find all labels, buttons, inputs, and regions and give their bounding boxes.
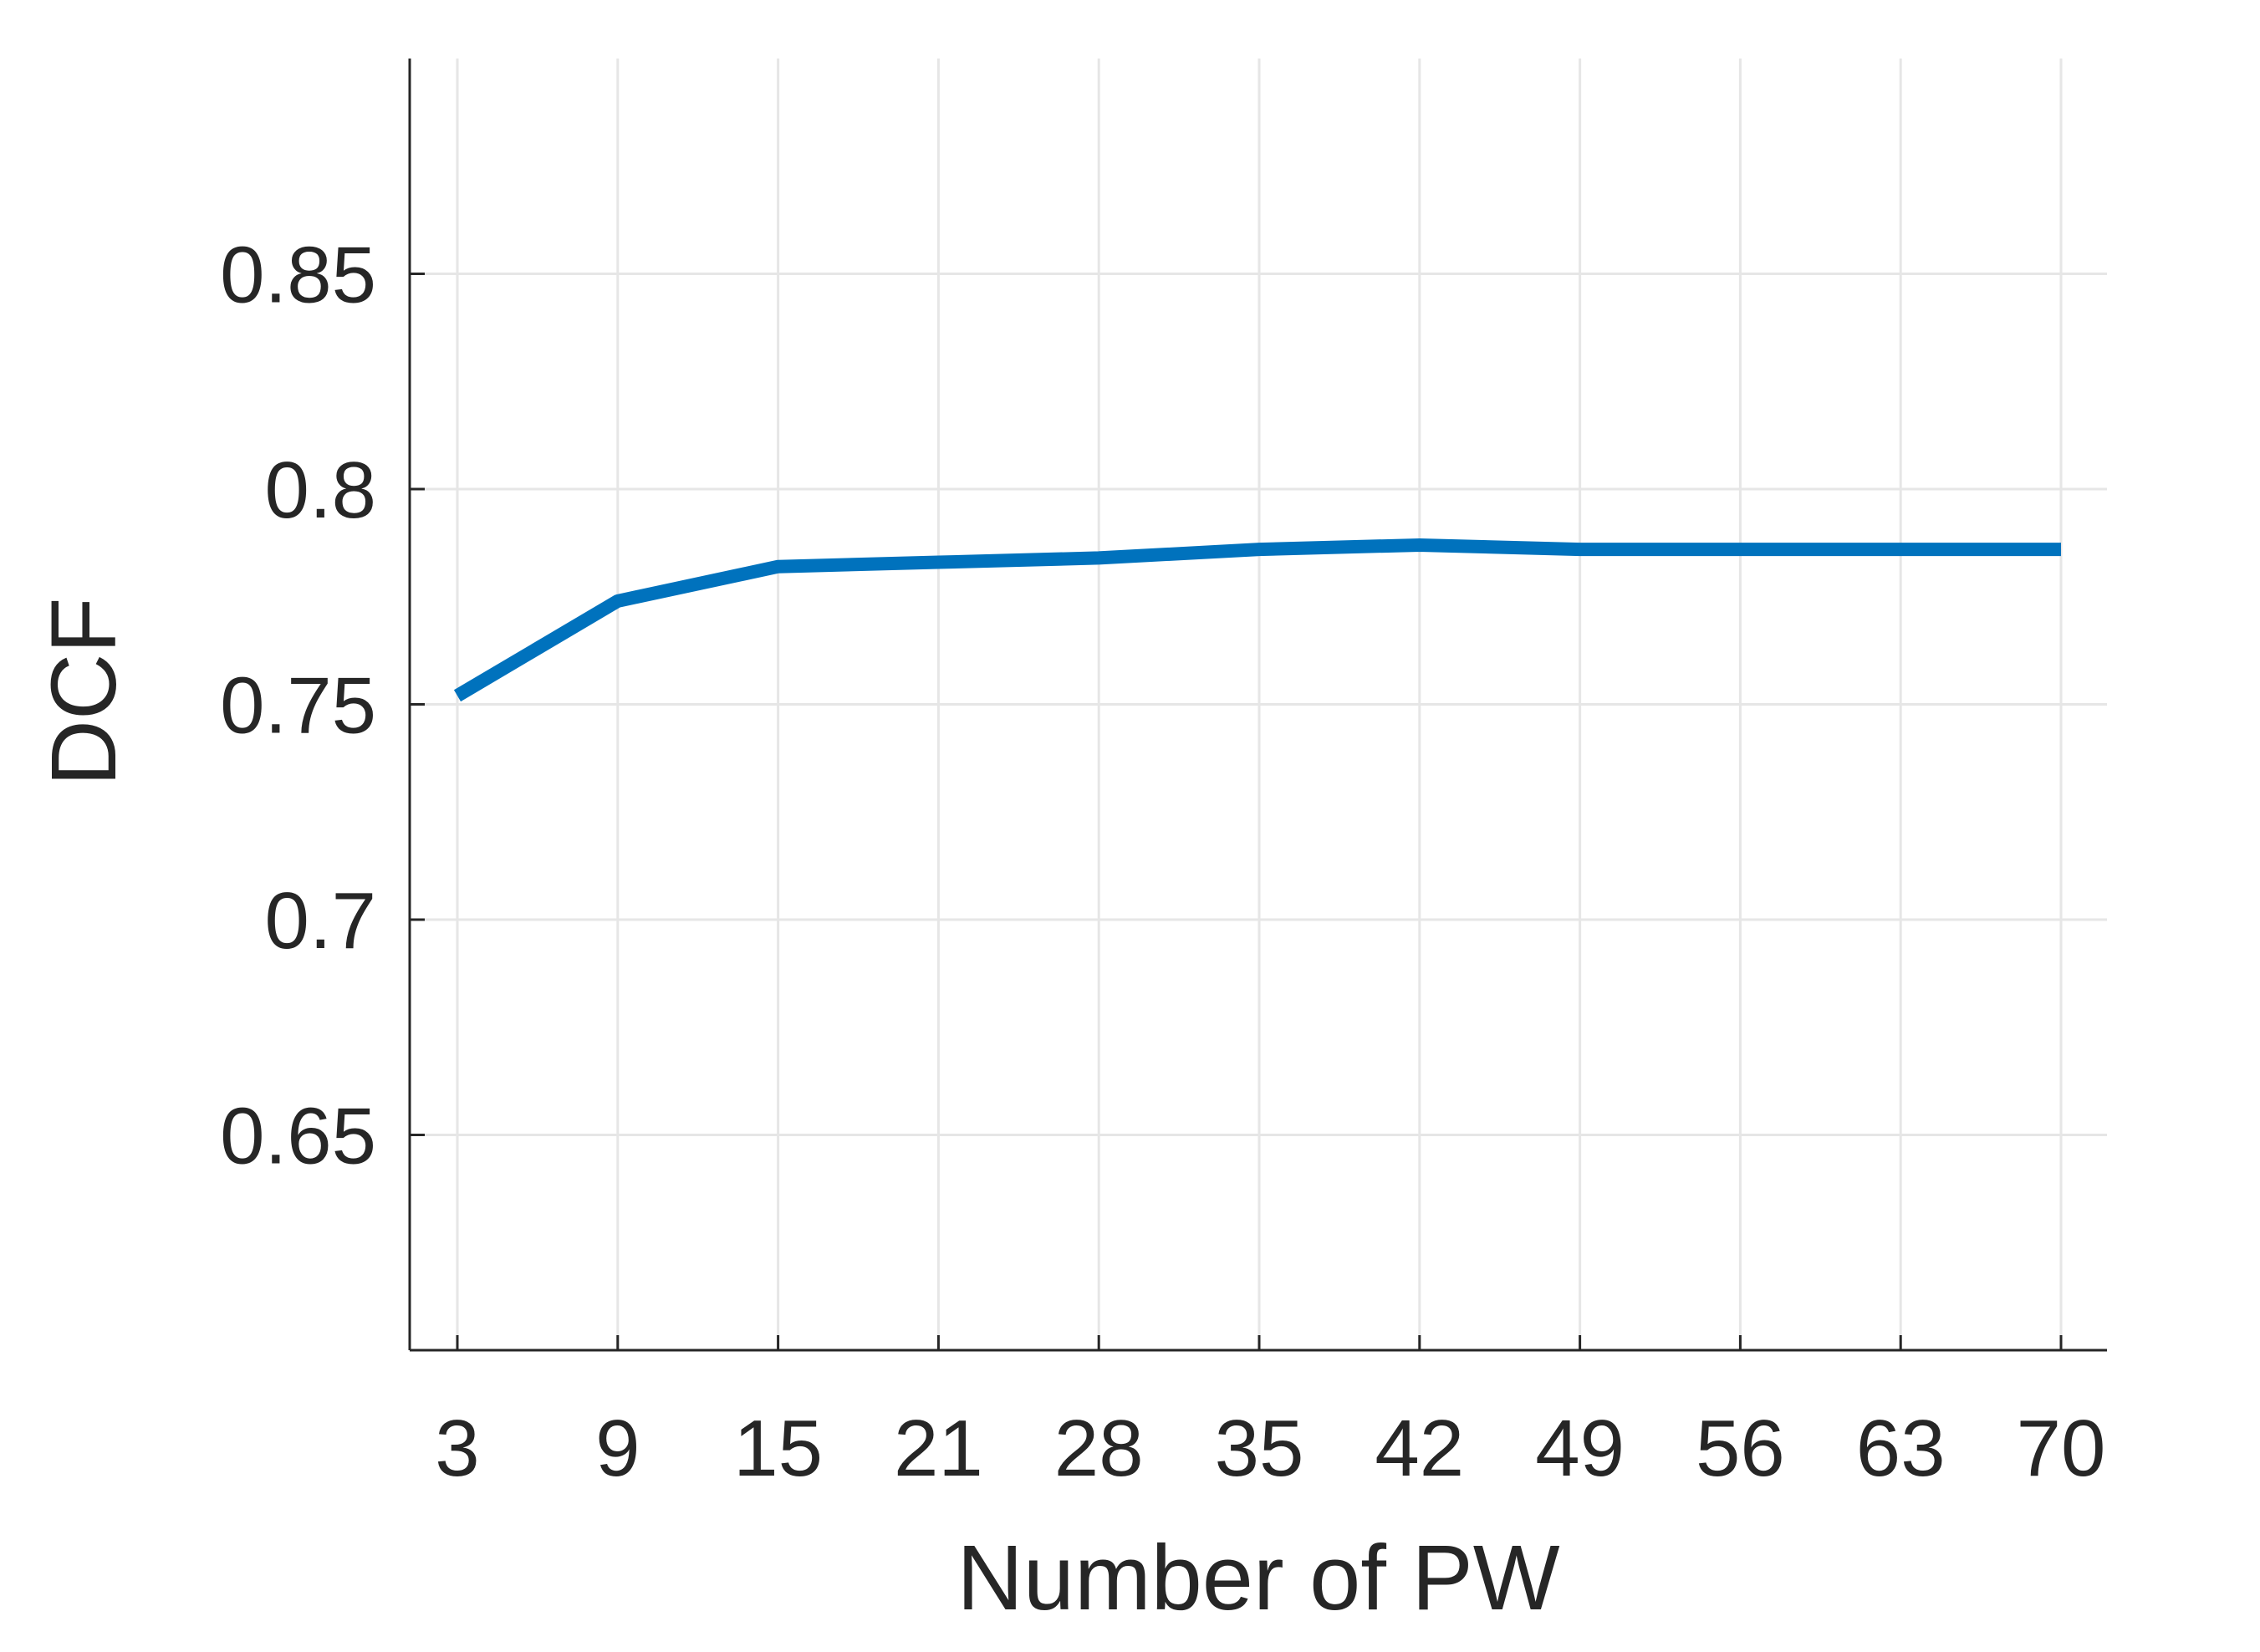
x-tick-label: 15 bbox=[733, 1404, 823, 1493]
x-tick-label: 56 bbox=[1696, 1404, 1785, 1493]
y-axis-title: DCF bbox=[33, 597, 135, 786]
y-tick-label: 0.85 bbox=[220, 231, 376, 320]
x-tick-label: 3 bbox=[435, 1404, 479, 1493]
tick-labels: 3 9 15 21 28 35 42 49 56 63 70 0.65 0.7 0.75 0.8 0.85 bbox=[220, 231, 2105, 1494]
x-tick-label: 70 bbox=[2017, 1404, 2106, 1493]
series-layer bbox=[453, 538, 2062, 702]
x-tick-label: 35 bbox=[1215, 1404, 1304, 1493]
x-tick-label: 21 bbox=[894, 1404, 983, 1493]
y-tick-label: 0.7 bbox=[265, 876, 376, 966]
x-tick-label: 28 bbox=[1054, 1404, 1144, 1493]
y-tick-label: 0.65 bbox=[220, 1092, 376, 1181]
axes bbox=[408, 59, 2107, 1352]
x-tick-label: 9 bbox=[595, 1404, 640, 1493]
y-tick-label: 0.8 bbox=[265, 446, 376, 535]
x-tick-label: 42 bbox=[1375, 1404, 1464, 1493]
grid-lines bbox=[410, 59, 2107, 1350]
y-tick-label: 0.75 bbox=[220, 661, 376, 751]
x-tick-label: 49 bbox=[1535, 1404, 1625, 1493]
x-axis-title: Number of PW bbox=[957, 1527, 1559, 1629]
x-tick-label: 63 bbox=[1856, 1404, 1946, 1493]
